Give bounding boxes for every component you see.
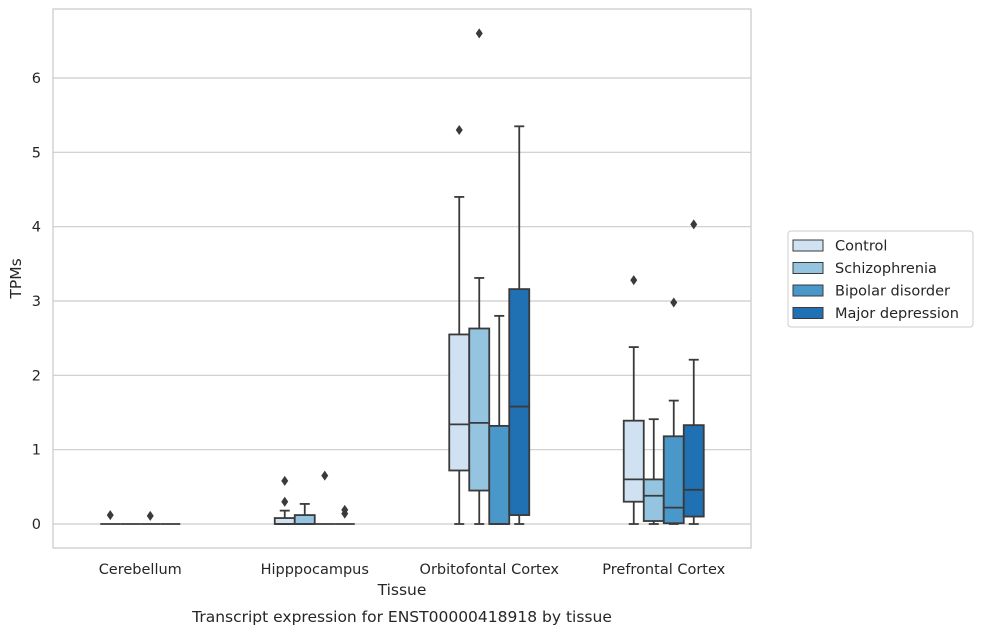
legend-swatch — [792, 262, 824, 274]
box-control — [448, 125, 471, 525]
plot-frame — [52, 8, 752, 549]
x-tick-labels: Cerebellum Hipppocampus Orbitofontal Corte… — [99, 562, 726, 578]
box-schizophrenia — [293, 503, 316, 525]
box-series-layer — [100, 28, 705, 525]
outlier-point — [455, 125, 463, 136]
box-bipolar-disorder — [488, 314, 511, 525]
chart-caption: Transcript expression for ENST0000041891… — [191, 608, 612, 626]
legend-swatch — [792, 239, 824, 252]
box-body — [448, 333, 471, 472]
box-bipolar-disorder — [314, 470, 335, 525]
outlier-point — [690, 219, 698, 230]
y-tick-label: 5 — [32, 145, 41, 161]
box-bipolar-disorder — [140, 510, 161, 525]
box-control — [100, 510, 121, 525]
outlier-point — [321, 470, 329, 481]
box-body — [682, 424, 705, 518]
y-tick-label: 6 — [32, 71, 41, 87]
box-control — [273, 475, 296, 525]
legend-label: Control — [835, 239, 887, 255]
y-tick-label: 1 — [32, 443, 41, 459]
legend-swatch — [792, 284, 824, 297]
box-body — [468, 327, 491, 492]
outlier-point — [281, 496, 289, 507]
outlier-point — [475, 28, 483, 39]
grid-lines — [53, 77, 751, 525]
y-tick-label: 2 — [32, 368, 41, 384]
outlier-point — [106, 510, 114, 521]
y-tick-labels: 0 1 2 3 4 5 6 — [32, 71, 41, 533]
box-control — [622, 275, 645, 525]
x-tick-label: Hipppocampus — [261, 562, 369, 578]
legend-label: Bipolar disorder — [835, 284, 950, 300]
legend-frame — [787, 230, 974, 328]
y-tick-label: 0 — [32, 517, 41, 533]
legend-swatch — [792, 307, 824, 319]
outlier-point — [670, 297, 678, 308]
y-tick-label: 3 — [32, 294, 41, 310]
box-schizophrenia — [468, 28, 491, 525]
y-tick-label: 4 — [32, 220, 41, 236]
box-body — [622, 419, 645, 503]
box-body — [488, 424, 511, 525]
x-axis-label: Tissue — [377, 581, 427, 599]
box-bipolar-disorder — [662, 297, 685, 525]
outlier-point — [146, 510, 154, 521]
legend-label: Major depression — [835, 306, 959, 322]
box-body — [662, 435, 685, 525]
box-major-depression — [682, 219, 705, 525]
x-tick-label: Orbitofontal Cortex — [420, 562, 560, 578]
x-tick-label: Prefrontal Cortex — [602, 562, 725, 578]
box-body — [293, 514, 316, 525]
outlier-point — [281, 475, 289, 486]
outlier-point — [341, 504, 349, 515]
outlier-point — [630, 275, 638, 286]
y-axis-label: TPMs — [7, 258, 25, 299]
legend-label: Schizophrenia — [835, 261, 937, 277]
box-major-depression — [334, 504, 355, 525]
box-major-depression — [508, 125, 531, 525]
box-schizophrenia — [642, 418, 665, 525]
box-body — [508, 288, 531, 516]
box-body — [642, 478, 665, 522]
legend: Control Schizophrenia Bipolar disorder Majo… — [787, 230, 974, 328]
x-tick-label: Cerebellum — [99, 562, 182, 578]
